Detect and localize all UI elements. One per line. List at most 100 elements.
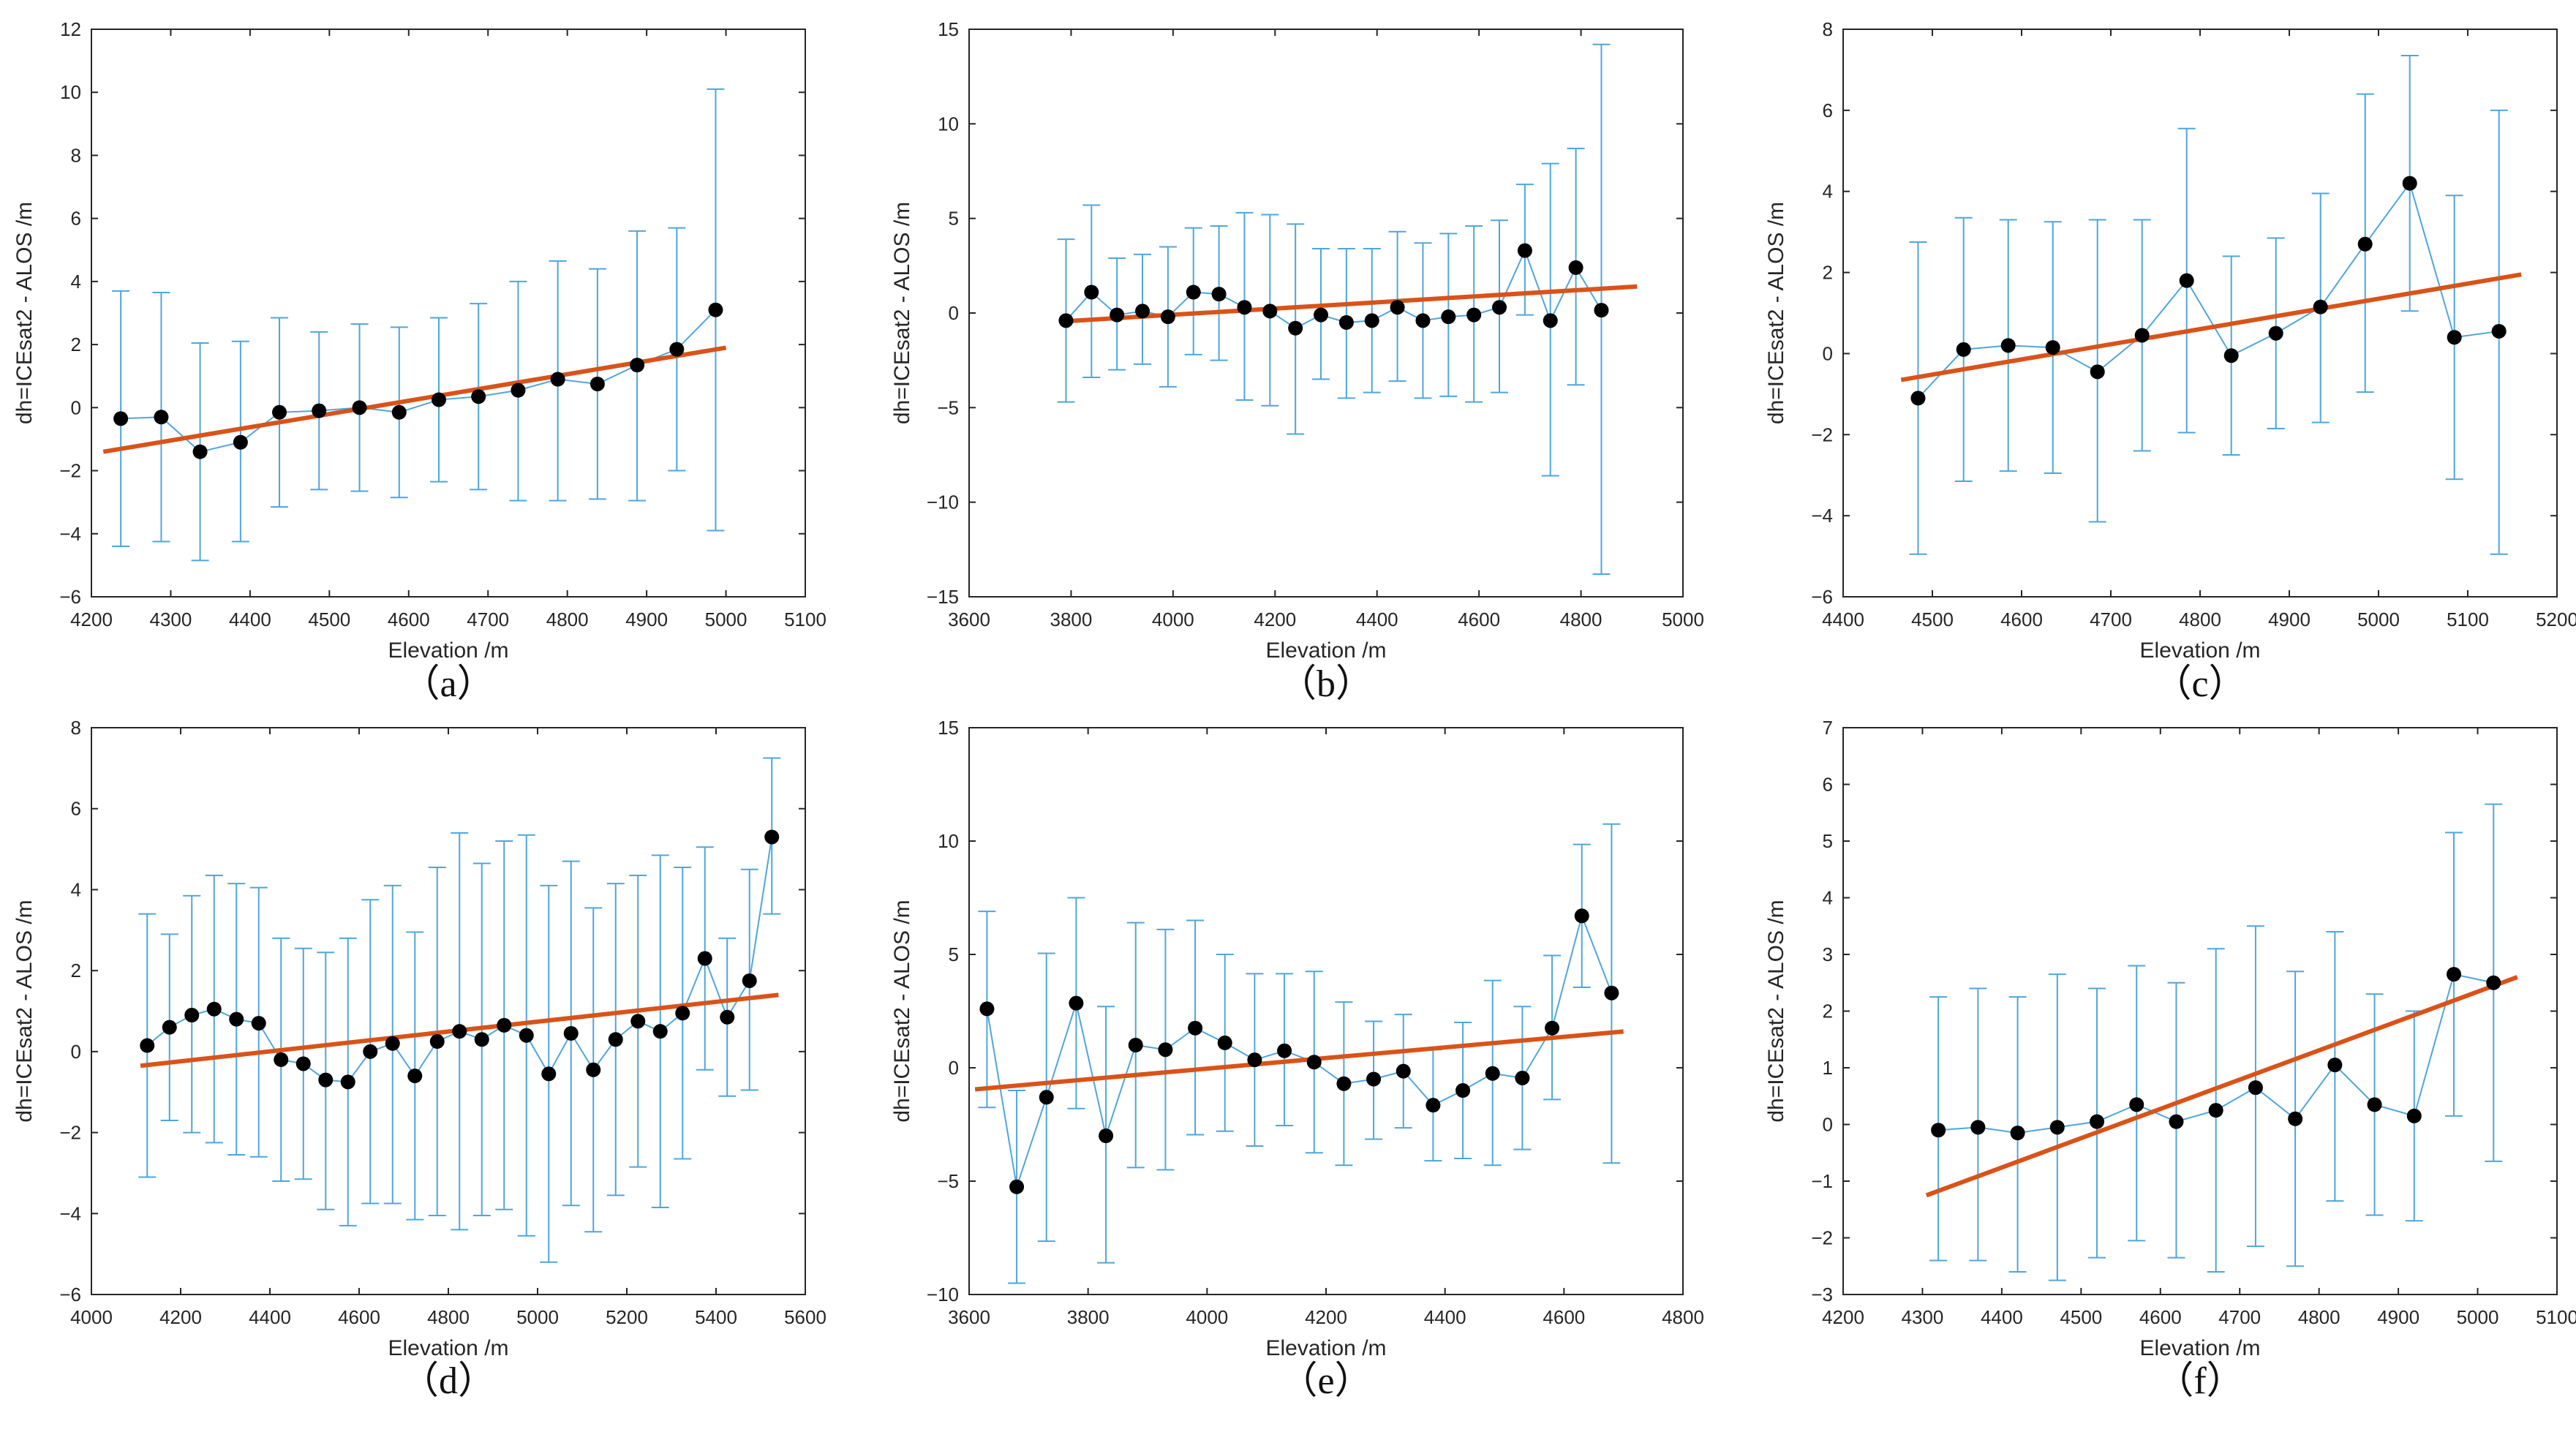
y-tick-label: 8 <box>71 144 81 166</box>
y-tick-label: 4 <box>71 878 81 900</box>
data-point <box>2447 330 2462 345</box>
y-tick-label: 5 <box>949 943 959 965</box>
data-point <box>352 400 367 415</box>
x-tick-label: 4400 <box>1822 608 1864 630</box>
y-tick-label: −10 <box>927 491 959 513</box>
data-point <box>272 404 287 420</box>
fit-line <box>1061 284 1638 324</box>
y-tick-label: 6 <box>71 798 81 820</box>
data-point <box>669 342 685 357</box>
y-tick-label: 10 <box>60 81 81 103</box>
data-point <box>407 1069 423 1084</box>
data-point <box>550 372 565 387</box>
y-tick-label: −2 <box>59 460 81 482</box>
data-point <box>1217 1035 1232 1050</box>
data-point <box>385 1036 400 1051</box>
x-tick-label: 4900 <box>2377 1306 2419 1328</box>
x-tick-label: 4000 <box>1186 1306 1228 1328</box>
y-tick-label: 6 <box>1823 774 1833 796</box>
x-tick-label: 4800 <box>2179 608 2221 630</box>
y-tick-label: −5 <box>937 1170 959 1192</box>
data-point <box>2090 1114 2105 1129</box>
y-tick-label: 4 <box>71 271 81 293</box>
data-point <box>1188 1020 1203 1036</box>
y-axis-label: dh=ICEsat2 - ALOS /m <box>890 202 914 424</box>
x-tick-label: 4200 <box>1305 1306 1347 1328</box>
data-point <box>2208 1103 2223 1118</box>
x-tick-label: 4600 <box>1458 608 1500 630</box>
y-tick-label: −6 <box>59 1284 81 1305</box>
data-point <box>1545 1020 1560 1036</box>
data-point <box>1931 1123 1946 1138</box>
data-point <box>391 404 407 420</box>
data-point <box>1485 1066 1500 1081</box>
x-tick-label: 5200 <box>2536 608 2576 630</box>
y-tick-label: −4 <box>1811 505 1833 527</box>
y-tick-label: 8 <box>71 717 81 739</box>
y-tick-label: 0 <box>1823 342 1833 364</box>
data-point <box>192 444 208 459</box>
data-point <box>1492 300 1507 315</box>
data-point <box>1604 985 1619 1000</box>
data-point <box>1186 284 1201 300</box>
x-tick-label: 4700 <box>2090 608 2132 630</box>
data-point <box>2406 1108 2422 1123</box>
y-tick-label: 0 <box>71 1041 81 1063</box>
x-axis-label: Elevation /m <box>388 1336 508 1360</box>
data-point <box>586 1062 601 1077</box>
data-point <box>295 1056 311 1071</box>
data-point <box>1910 391 1926 406</box>
x-tick-label: 4400 <box>1424 1306 1466 1328</box>
y-tick-label: −4 <box>59 1202 81 1224</box>
y-tick-label: 1 <box>1823 1057 1833 1079</box>
data-point <box>1568 260 1583 275</box>
data-point <box>1288 320 1303 336</box>
mean-line <box>1917 181 2499 399</box>
data-point <box>590 377 605 391</box>
x-tick-label: 4700 <box>2218 1306 2261 1328</box>
data-point <box>1594 303 1609 318</box>
x-tick-label: 5000 <box>2357 608 2400 630</box>
x-tick-label: 4400 <box>1981 1306 2023 1328</box>
x-tick-label: 4800 <box>546 608 589 630</box>
y-tick-label: −2 <box>59 1122 81 1144</box>
panel-label: （f） <box>2155 1360 2245 1402</box>
y-tick-label: −10 <box>927 1284 959 1305</box>
y-axis-label: dh=ICEsat2 - ALOS /m <box>1764 202 1788 424</box>
fit-line <box>1925 975 2518 1198</box>
data-point <box>1128 1038 1143 1052</box>
data-point <box>2402 176 2417 191</box>
y-tick-label: −2 <box>1811 1227 1833 1249</box>
data-point <box>251 1016 266 1031</box>
fit-line <box>974 1029 1624 1092</box>
data-point <box>233 434 248 450</box>
data-point <box>608 1032 623 1047</box>
x-tick-label: 5100 <box>2447 608 2489 630</box>
data-point <box>2491 323 2507 339</box>
axes-box <box>1842 727 2558 1295</box>
x-tick-label: 5200 <box>606 1306 648 1328</box>
y-axis-label: dh=ICEsat2 - ALOS /m <box>12 202 37 424</box>
data-point <box>1455 1083 1471 1098</box>
y-tick-label: 4 <box>1823 181 1833 203</box>
data-point <box>1364 313 1379 328</box>
mean-line <box>986 913 1613 1188</box>
data-point <box>340 1074 355 1090</box>
y-tick-label: 6 <box>71 208 81 230</box>
y-axis-label: dh=ICEsat2 - ALOS /m <box>12 900 37 1122</box>
data-point <box>113 411 129 426</box>
data-point <box>1135 304 1150 319</box>
x-tick-label: 4900 <box>625 608 668 630</box>
data-point <box>318 1072 334 1088</box>
data-point <box>229 1011 244 1027</box>
x-axis-label: Elevation /m <box>2139 638 2260 663</box>
x-tick-label: 4600 <box>338 1306 380 1328</box>
x-tick-label: 4400 <box>229 608 271 630</box>
axes-box <box>91 29 806 598</box>
x-tick-label: 4500 <box>2060 1306 2102 1328</box>
x-tick-label: 4600 <box>2139 1306 2182 1328</box>
y-tick-label: 10 <box>938 113 959 135</box>
